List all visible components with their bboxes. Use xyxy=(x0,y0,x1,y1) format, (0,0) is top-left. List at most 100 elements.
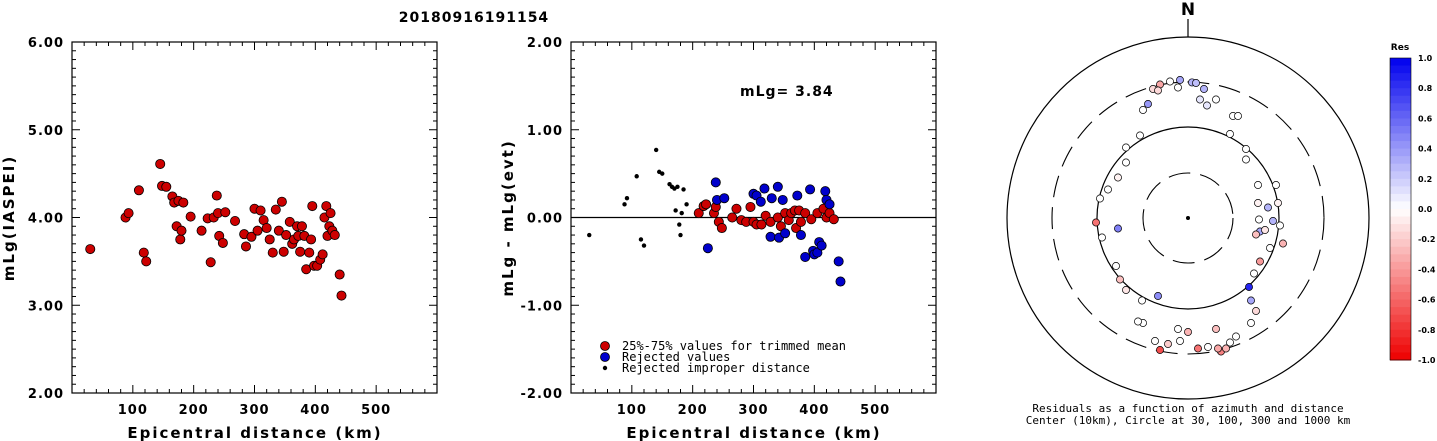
residual-point xyxy=(1266,244,1274,252)
data-point xyxy=(205,257,216,268)
residual-point xyxy=(1174,325,1182,333)
colorbar-cell xyxy=(1390,314,1411,323)
data-point xyxy=(759,183,770,194)
data-point xyxy=(161,181,172,192)
colorbar-cell xyxy=(1390,209,1411,218)
colorbar-cell xyxy=(1390,80,1411,89)
y-axis-label-2: mLg - mLg(evt) xyxy=(499,139,517,296)
residual-point xyxy=(1114,224,1122,233)
ring-30km xyxy=(1142,172,1234,264)
colorbar-cell xyxy=(1390,261,1411,270)
data-point xyxy=(653,147,659,153)
y-tick-label: -2.00 xyxy=(521,387,563,402)
data-point xyxy=(334,269,345,280)
colorbar-cell xyxy=(1390,224,1411,233)
data-point xyxy=(276,196,287,207)
residual-point xyxy=(1192,79,1200,87)
x-axis-label-1: Epicentral distance (km) xyxy=(127,424,382,441)
data-point xyxy=(702,243,713,254)
residual-point xyxy=(1112,262,1120,270)
data-point xyxy=(587,232,592,238)
colorbar-label: -0.6 xyxy=(1418,296,1436,305)
colorbar-cell xyxy=(1390,246,1411,255)
colorbar-cell xyxy=(1390,352,1411,361)
legend-marker-rejected xyxy=(600,352,610,362)
data-point xyxy=(716,223,727,234)
data-point xyxy=(264,234,275,245)
colorbar-cell xyxy=(1390,254,1411,263)
legend: 25%-75% values for trimmed mean Rejected… xyxy=(600,339,846,375)
colorbar-cell xyxy=(1390,133,1411,142)
y-tick-label: 6.00 xyxy=(28,36,64,51)
colorbar-cell xyxy=(1390,239,1411,248)
panel-mlg-iaspei: 2.00 3.00 4.00 5.00 6.00 100 200 300 400 500 Epi… xyxy=(0,36,438,441)
residual-point xyxy=(1245,283,1253,291)
figure-title: 20180916191154 xyxy=(399,10,549,26)
residual-point xyxy=(1274,199,1282,207)
residual-point xyxy=(1136,131,1144,140)
ring-100km xyxy=(1096,126,1280,310)
data-point xyxy=(820,186,831,197)
residual-point xyxy=(1092,218,1100,227)
data-point xyxy=(833,256,844,267)
residual-point xyxy=(1212,95,1220,104)
residual-point xyxy=(1151,337,1159,345)
data-point xyxy=(693,208,704,219)
colorbar-cell xyxy=(1390,193,1411,202)
data-point xyxy=(624,195,630,201)
data-point xyxy=(278,246,289,257)
x-tick-label: 100 xyxy=(118,403,148,418)
y-tick-label: 1.00 xyxy=(527,124,563,139)
y-tick-labels-1: 2.00 3.00 4.00 5.00 6.00 xyxy=(28,36,64,402)
residual-point xyxy=(1254,181,1262,189)
colorbar-label: 0.0 xyxy=(1418,205,1433,214)
data-point xyxy=(765,231,776,242)
x-tick-label: 400 xyxy=(300,403,330,418)
x-tick-label: 400 xyxy=(799,403,829,418)
residual-point xyxy=(1139,106,1147,114)
residual-point xyxy=(1184,328,1192,336)
data-point xyxy=(267,247,278,258)
data-point xyxy=(261,223,272,234)
residual-point xyxy=(1156,346,1164,354)
colorbar-cell xyxy=(1390,322,1411,331)
residual-point xyxy=(1247,296,1255,305)
colorbar-cell xyxy=(1390,171,1411,180)
data-point xyxy=(777,194,788,205)
north-label: N xyxy=(1181,0,1195,20)
data-point xyxy=(772,212,783,223)
data-point xyxy=(175,234,186,245)
data-point xyxy=(217,237,228,248)
colorbar-cell xyxy=(1390,292,1411,301)
colorbar-label: 0.2 xyxy=(1418,175,1432,184)
tick-marks-1 xyxy=(71,41,438,394)
x-tick-label: 500 xyxy=(361,403,391,418)
x-tick-label: 500 xyxy=(860,403,890,418)
x-tick-labels-2: 100 200 300 400 500 xyxy=(617,403,890,418)
legend-label-rejected: Rejected values xyxy=(622,350,730,364)
data-point xyxy=(772,181,783,192)
legend-marker-improper xyxy=(602,365,608,371)
residual-point xyxy=(1269,217,1277,225)
colorbar-cell xyxy=(1390,284,1411,293)
colorbar-cell xyxy=(1390,118,1411,127)
residual-point xyxy=(1276,221,1284,230)
data-point xyxy=(325,208,336,219)
colorbar-cell xyxy=(1390,110,1411,119)
residual-point xyxy=(1252,307,1260,315)
colorbar-cell xyxy=(1390,148,1411,157)
center-point xyxy=(1186,216,1190,220)
data-point xyxy=(800,208,811,219)
data-point xyxy=(795,230,806,241)
data-point xyxy=(677,222,682,227)
colorbar-cell xyxy=(1390,231,1411,240)
residual-colorbar: Res 1.0 0.8 0.6 0.4 0.2 0.0 -0.2 -0.4 -0.6 -0.8 -1… xyxy=(1389,43,1436,365)
colorbar-title: Res xyxy=(1391,43,1409,53)
colorbar-cell xyxy=(1390,201,1411,210)
colorbar-cell xyxy=(1390,141,1411,150)
data-point xyxy=(329,230,340,241)
x-tick-label: 100 xyxy=(617,403,647,418)
colorbar-cell xyxy=(1390,329,1411,338)
data-point xyxy=(792,190,803,201)
